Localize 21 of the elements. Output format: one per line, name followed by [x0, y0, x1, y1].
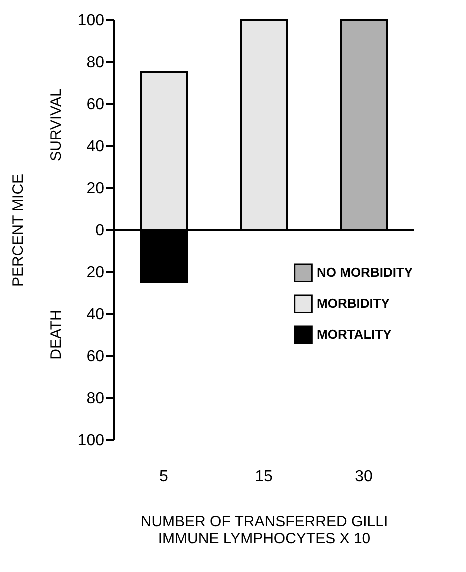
legend-label: MORTALITY [317, 327, 392, 342]
legend-label: MORBIDITY [317, 296, 390, 312]
y-tick-label: 20 [86, 264, 105, 282]
text: DEATH [48, 310, 65, 360]
legend-label: NO MORBIDITY [317, 265, 414, 280]
y-tick-label: 60 [86, 96, 105, 114]
x-axis-title: NUMBER OF TRANSFERRED GILLI IMMUNE LYMPHOCYTES X 10 [140, 514, 388, 548]
x-tick-label: 30 [355, 468, 373, 486]
y-tick-label: 20 [86, 180, 105, 198]
y-tick-label: 100 [78, 432, 105, 450]
y-tick-label: 40 [86, 306, 105, 324]
x-tick-label: 15 [255, 468, 273, 486]
x-tick-label: 5 [160, 468, 169, 486]
y-tick-label: 100 [78, 12, 105, 30]
y-tick-label: 60 [86, 348, 105, 366]
text: SURVIVAL [48, 88, 65, 162]
y-tick-label: 80 [86, 54, 105, 72]
y-tick-label: 80 [86, 390, 105, 408]
y-tick-label: 0 [96, 222, 105, 240]
y-axis-title: PERCENT MICE [10, 174, 27, 288]
y-tick-label: 40 [86, 138, 105, 156]
